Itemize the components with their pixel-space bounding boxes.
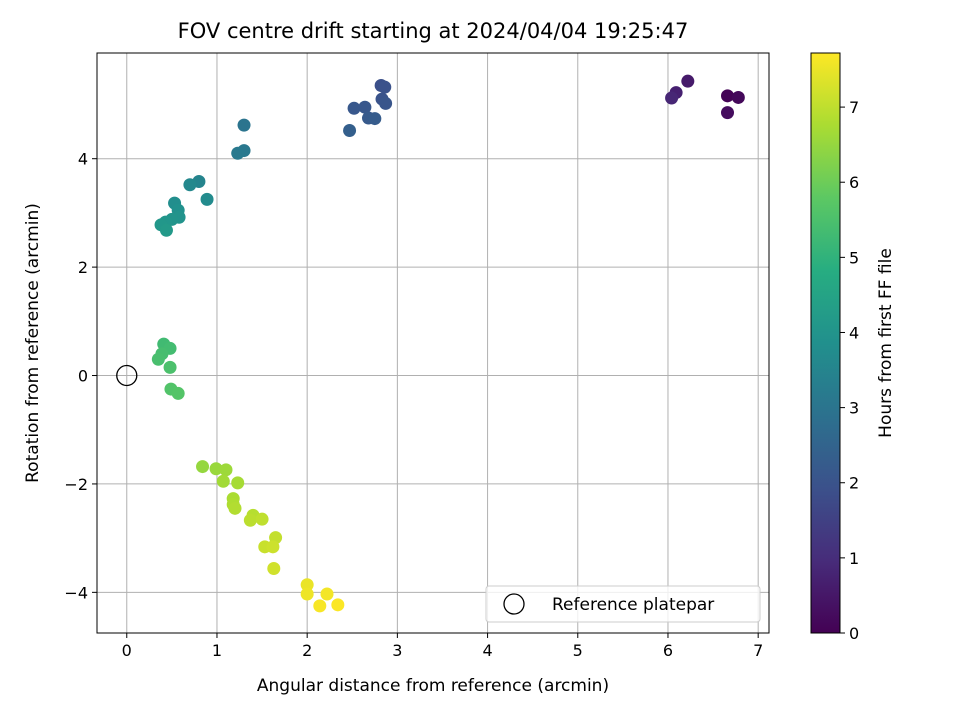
plot-frame bbox=[96, 52, 770, 634]
data-point bbox=[151, 352, 165, 366]
colorbar-tick-label: 3 bbox=[849, 399, 859, 418]
data-point bbox=[183, 178, 197, 192]
data-point bbox=[216, 474, 230, 488]
data-point bbox=[331, 598, 345, 612]
x-tick-label: 1 bbox=[212, 641, 222, 660]
data-point bbox=[237, 118, 251, 132]
colorbar-tick-label: 4 bbox=[849, 323, 859, 342]
data-point bbox=[200, 192, 214, 206]
data-point bbox=[665, 91, 679, 105]
data-point bbox=[209, 462, 223, 476]
x-tick-label: 7 bbox=[753, 641, 763, 660]
colorbar-label: Hours from first FF file bbox=[876, 248, 896, 438]
x-tick-label: 5 bbox=[573, 641, 583, 660]
y-axis-ticks: −4 −2 0 2 4 bbox=[64, 150, 97, 602]
data-points bbox=[151, 74, 745, 613]
data-point bbox=[231, 476, 245, 490]
data-point bbox=[343, 124, 357, 138]
x-axis-ticks: 0 1 2 3 4 5 6 7 bbox=[122, 633, 763, 660]
data-point bbox=[267, 561, 281, 575]
data-point bbox=[379, 96, 393, 110]
grid-lines bbox=[97, 53, 769, 633]
data-point bbox=[196, 460, 210, 474]
colorbar-tick-label: 5 bbox=[849, 248, 859, 267]
data-point bbox=[300, 578, 314, 592]
data-point bbox=[255, 512, 269, 526]
reference-marker-group bbox=[116, 364, 138, 387]
legend-open-circle-icon bbox=[503, 593, 525, 615]
y-tick-label: 4 bbox=[78, 150, 88, 169]
x-tick-label: 0 bbox=[122, 641, 132, 660]
data-point bbox=[159, 223, 173, 237]
colorbar-ticks: 0 1 2 3 4 5 6 7 bbox=[840, 98, 859, 643]
data-point bbox=[721, 89, 735, 103]
legend: Reference platepar bbox=[485, 585, 761, 623]
colorbar-gradient bbox=[810, 52, 841, 634]
data-point bbox=[681, 74, 695, 88]
data-point bbox=[243, 513, 257, 527]
data-point bbox=[163, 360, 177, 374]
x-tick-label: 3 bbox=[392, 641, 402, 660]
data-point bbox=[219, 463, 233, 477]
x-tick-label: 6 bbox=[663, 641, 673, 660]
x-tick-label: 4 bbox=[482, 641, 492, 660]
x-tick-label: 2 bbox=[302, 641, 312, 660]
y-tick-label: 2 bbox=[78, 258, 88, 277]
y-axis-label: Rotation from reference (arcmin) bbox=[23, 203, 43, 483]
data-point bbox=[231, 146, 245, 160]
colorbar-tick-label: 1 bbox=[849, 549, 859, 568]
data-point bbox=[347, 101, 361, 115]
data-point bbox=[368, 112, 382, 126]
legend-label: Reference platepar bbox=[552, 595, 714, 615]
colorbar-tick-label: 0 bbox=[849, 624, 859, 643]
data-point bbox=[300, 587, 314, 601]
colorbar: 0 1 2 3 4 5 6 7 Hours from first FF file bbox=[810, 52, 896, 643]
legend-box bbox=[485, 585, 761, 623]
y-tick-label: 0 bbox=[78, 367, 88, 386]
data-point bbox=[731, 90, 745, 104]
data-point bbox=[228, 501, 242, 515]
y-tick-label: −2 bbox=[64, 475, 88, 494]
data-point bbox=[358, 100, 372, 114]
data-point bbox=[171, 386, 185, 400]
colorbar-tick-label: 7 bbox=[849, 98, 859, 117]
colorbar-tick-label: 2 bbox=[849, 474, 859, 493]
chart-title: FOV centre drift starting at 2024/04/04 … bbox=[178, 19, 689, 43]
reference-marker bbox=[116, 364, 138, 387]
data-point bbox=[266, 540, 280, 554]
x-axis-label: Angular distance from reference (arcmin) bbox=[257, 676, 609, 696]
data-point bbox=[378, 80, 392, 94]
y-tick-label: −4 bbox=[64, 583, 88, 602]
colorbar-tick-label: 6 bbox=[849, 173, 859, 192]
data-point bbox=[721, 106, 735, 120]
data-point bbox=[320, 587, 334, 601]
data-point bbox=[313, 599, 327, 613]
